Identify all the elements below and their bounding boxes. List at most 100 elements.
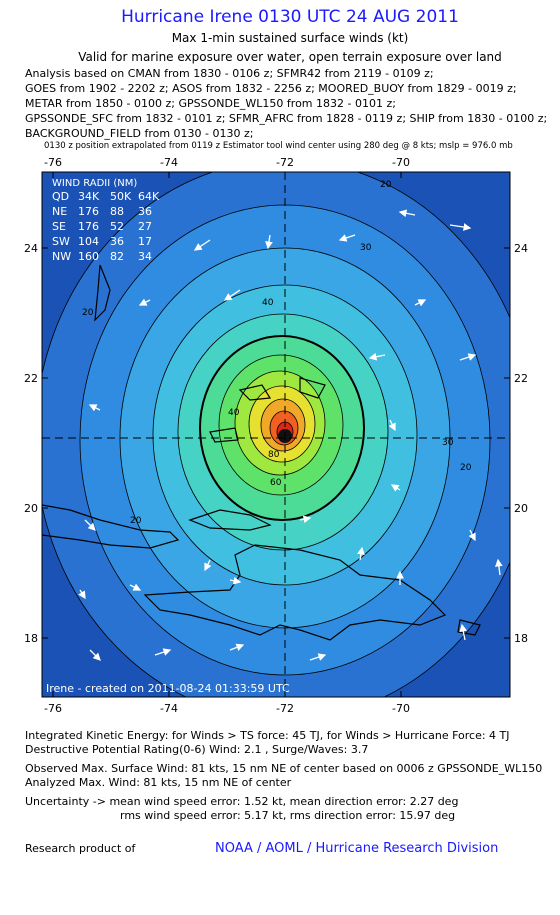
wind-radii-cell: 64K xyxy=(138,190,160,203)
analysis-line: Analysis based on CMAN from 1830 - 0106 … xyxy=(25,67,434,80)
wind-arrow xyxy=(204,559,212,572)
lon-label: -70 xyxy=(392,156,410,169)
footer-line: Analyzed Max. Wind: 81 kts, 15 nm NE of … xyxy=(25,776,292,789)
wind-arrow xyxy=(459,353,477,361)
wind-arrow xyxy=(129,583,142,591)
coastline xyxy=(457,619,481,636)
wind-radii-cell: 27 xyxy=(138,220,152,233)
wind-arrow xyxy=(368,352,386,361)
wind-arrow xyxy=(138,298,151,306)
footer-line: Destructive Potential Rating(0-6) Wind: … xyxy=(25,743,368,756)
lat-label: 20 xyxy=(24,502,38,515)
wind-arrow xyxy=(449,223,472,231)
wind-radii-cell: QD xyxy=(52,190,69,203)
contour-label: 60 xyxy=(270,478,282,488)
research-label: Research product of xyxy=(25,842,136,855)
wind-arrow xyxy=(89,649,101,661)
wind-radii-cell: 17 xyxy=(138,235,152,248)
position-note: 0130 z position extrapolated from 0119 z… xyxy=(44,141,513,151)
contour-label: 40 xyxy=(228,408,240,418)
coastline xyxy=(42,504,180,549)
coastline xyxy=(299,377,326,399)
wind-radii-cell: NE xyxy=(52,205,67,218)
coastline xyxy=(188,509,272,531)
wind-arrow xyxy=(88,404,101,412)
wind-radii-cell: SE xyxy=(52,220,66,233)
wind-arrow xyxy=(265,234,273,250)
coastline xyxy=(238,384,272,401)
coastline xyxy=(209,427,239,443)
wind-arrow xyxy=(468,529,476,542)
lon-label: -72 xyxy=(276,156,294,169)
lon-label: -74 xyxy=(160,156,178,169)
footer-line: Observed Max. Surface Wind: 81 kts, 15 n… xyxy=(25,762,542,775)
wind-radii-cell: 176 xyxy=(78,220,99,233)
map: 20 30 40 20 20 20 30 40 60 80 xyxy=(42,172,510,697)
lat-label: 20 xyxy=(514,502,528,515)
contour-label: 20 xyxy=(82,308,94,318)
wind-radii-cell: 104 xyxy=(78,235,99,248)
coastline xyxy=(94,264,111,322)
wind-radii-title: WIND RADII (NM) xyxy=(52,178,137,189)
lat-label: 22 xyxy=(24,372,38,385)
wind-radii-cell: NW xyxy=(52,250,71,263)
wind-arrow xyxy=(459,623,468,641)
contour-label: 30 xyxy=(360,243,372,253)
wind-arrow xyxy=(338,234,356,242)
wind-arrow xyxy=(154,648,172,656)
lat-label: 18 xyxy=(514,632,528,645)
wind-radii-cell: 36 xyxy=(110,235,124,248)
lon-label: -76 xyxy=(44,156,62,169)
wind-arrow xyxy=(398,209,416,218)
lat-label: 18 xyxy=(24,632,38,645)
wind-arrow xyxy=(494,558,503,576)
org-link[interactable]: NOAA / AOML / Hurricane Research Divisio… xyxy=(215,841,498,856)
footer-line: Integrated Kinetic Energy: for Winds > T… xyxy=(25,729,510,742)
analysis-line: METAR from 1850 - 0100 z; GPSSONDE_WL150… xyxy=(25,97,396,110)
wind-radii-cell: 82 xyxy=(110,250,124,263)
analysis-line: GOES from 1902 - 2202 z; ASOS from 1832 … xyxy=(25,82,517,95)
lat-label: 22 xyxy=(514,372,528,385)
lat-label: 24 xyxy=(24,242,38,255)
wind-radii-cell: 50K xyxy=(110,190,132,203)
wind-radii-cell: 88 xyxy=(110,205,124,218)
subtitle: Max 1-min sustained surface winds (kt) xyxy=(172,31,409,45)
wind-arrow xyxy=(229,643,245,651)
lon-label: -72 xyxy=(276,702,294,715)
valid-note: Valid for marine exposure over water, op… xyxy=(78,50,502,64)
lon-label: -70 xyxy=(392,702,410,715)
wind-radii-cell: 160 xyxy=(78,250,99,263)
contour-label: 20 xyxy=(130,516,142,526)
lon-label: -74 xyxy=(160,702,178,715)
wind-radii-cell: 36 xyxy=(138,205,152,218)
wind-arrow xyxy=(229,576,242,585)
wind-arrow xyxy=(299,515,312,524)
footer-line: Uncertainty -> mean wind speed error: 1.… xyxy=(25,795,458,808)
footer-line: rms wind speed error: 5.17 kt, rms direc… xyxy=(120,809,455,822)
wind-arrow xyxy=(357,546,365,561)
contour-label: 30 xyxy=(442,438,454,448)
wind-radii-cell: 34 xyxy=(138,250,152,263)
credit: Irene - created on 2011-08-24 01:33:59 U… xyxy=(46,682,290,695)
lon-label: -76 xyxy=(44,702,62,715)
title: Hurricane Irene 0130 UTC 24 AUG 2011 xyxy=(121,7,459,27)
coastline xyxy=(143,544,447,641)
map-frame xyxy=(41,171,511,698)
wind-radii-cell: 34K xyxy=(78,190,100,203)
wind-radii-cell: SW xyxy=(52,235,70,248)
wind-radii-cell: 52 xyxy=(110,220,124,233)
wind-arrow xyxy=(223,289,241,301)
wind-arrow xyxy=(78,589,86,600)
contour-label: 20 xyxy=(380,180,392,190)
analysis-line: BACKGROUND_FIELD from 0130 - 0130 z; xyxy=(25,127,254,140)
wind-arrow xyxy=(84,519,96,531)
contour-label: 80 xyxy=(268,450,280,460)
wind-arrow xyxy=(309,653,327,661)
wind-radii-cell: 176 xyxy=(78,205,99,218)
wind-arrow xyxy=(414,299,427,307)
wind-arrow xyxy=(390,484,401,492)
wind-arrow xyxy=(388,419,396,432)
contour-label: 40 xyxy=(262,298,274,308)
